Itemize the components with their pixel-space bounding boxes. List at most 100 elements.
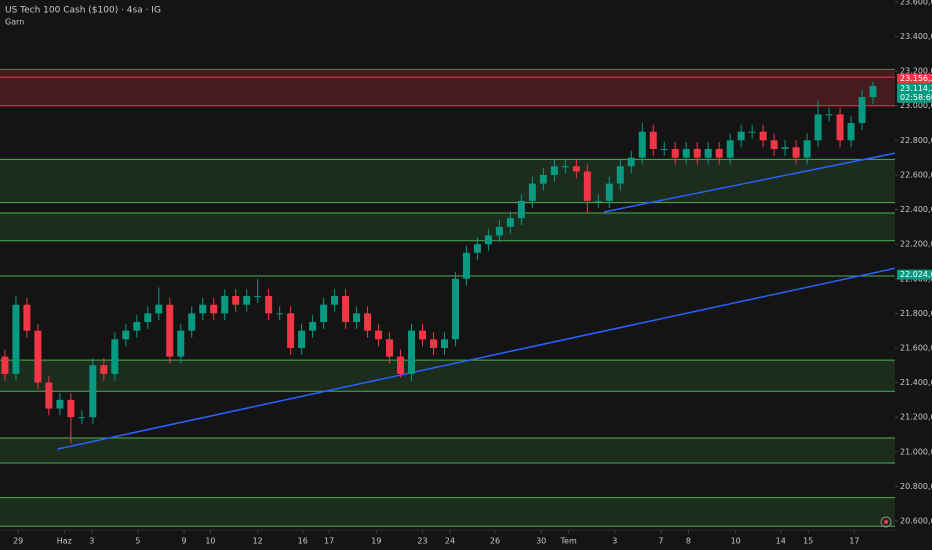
y-tick-label: 22.200,0 — [900, 240, 932, 249]
candle-body — [660, 148, 668, 150]
candle-body — [682, 148, 690, 158]
candle-body — [210, 304, 218, 314]
support-zone — [0, 497, 895, 527]
chart-subtitle: Garn — [5, 18, 24, 27]
candle-body — [287, 313, 295, 348]
x-tick-label: Haz — [57, 537, 72, 546]
candle-body — [34, 330, 42, 383]
y-tick-label: 21.600,0 — [900, 343, 932, 352]
y-tick-label: 22.800,0 — [900, 136, 932, 145]
candle-body — [462, 252, 470, 279]
candle-body — [276, 313, 284, 315]
candle-body — [67, 399, 75, 418]
candle-body — [342, 296, 350, 323]
candle-body — [473, 244, 481, 253]
candle-body — [836, 114, 844, 141]
candle-body — [715, 148, 723, 158]
candle-body — [199, 304, 207, 314]
candle-body — [858, 97, 866, 124]
candle-body — [770, 140, 778, 149]
candle-body — [45, 382, 53, 409]
candle-body — [298, 330, 306, 348]
candle-body — [627, 157, 635, 167]
price-tag-label: 23.114,2 — [900, 84, 932, 93]
plot-area — [0, 68, 895, 527]
price-tag-label: 22.024,0 — [900, 270, 932, 279]
candle-body — [825, 114, 833, 116]
candle-body — [550, 166, 558, 175]
price-tag-label: 23.156,2 — [900, 74, 932, 83]
y-tick-label: 21.800,0 — [900, 309, 932, 318]
candle-body — [495, 226, 503, 236]
x-tick-label: 17 — [849, 537, 859, 546]
candle-body — [484, 235, 492, 245]
y-tick-label: 23.600,0 — [900, 0, 932, 6]
y-tick-label: 21.400,0 — [900, 378, 932, 387]
y-tick-label: 22.400,0 — [900, 205, 932, 214]
candle-body — [243, 296, 251, 305]
candle-body — [869, 85, 877, 98]
candle-body — [375, 330, 383, 340]
x-tick-label: 19 — [371, 537, 381, 546]
candle-body — [781, 147, 789, 149]
candle-body — [616, 166, 624, 184]
candle-body — [122, 330, 130, 340]
candle-body — [572, 166, 580, 172]
candle-body — [528, 183, 536, 201]
candle-body — [155, 304, 163, 314]
candle-body — [451, 278, 459, 340]
candle-body — [254, 296, 262, 298]
x-tick-label: 12 — [253, 537, 263, 546]
candle-body — [386, 339, 394, 357]
candle-body — [221, 296, 229, 314]
candle-body — [803, 140, 811, 158]
x-tick-label: Tem — [560, 537, 577, 546]
candle-body — [440, 339, 448, 348]
x-tick-label: 15 — [803, 537, 813, 546]
x-tick-label: 17 — [324, 537, 334, 546]
candle-body — [693, 148, 701, 158]
countdown-label: 02:58:60 — [900, 93, 932, 102]
x-tick-label: 26 — [490, 537, 500, 546]
x-tick-label: 3 — [612, 537, 617, 546]
candle-body — [1, 356, 9, 374]
candle-body — [748, 131, 756, 133]
candle-body — [759, 131, 767, 141]
candle-body — [561, 166, 569, 168]
x-tick-label: 30 — [536, 537, 546, 546]
price-tag — [897, 269, 932, 280]
x-tick-label: 16 — [298, 537, 308, 546]
chart-title: US Tech 100 Cash ($100) · 4sa · IG — [5, 6, 161, 16]
candle-body — [704, 148, 712, 158]
candle-body — [23, 304, 31, 331]
candle-body — [671, 148, 679, 158]
candle-body — [320, 304, 328, 323]
candle-body — [539, 174, 547, 184]
y-tick-label: 21.200,0 — [900, 413, 932, 422]
candle-body — [100, 365, 108, 374]
candle-body — [583, 171, 591, 201]
trendline — [57, 267, 895, 450]
candle-body — [56, 399, 64, 409]
candle-body — [649, 131, 657, 149]
y-tick-label: 23.400,0 — [900, 32, 932, 41]
x-tick-label: 24 — [445, 537, 455, 546]
x-tick-label: 9 — [182, 537, 187, 546]
x-tick-label: 8 — [686, 537, 691, 546]
candle-body — [12, 304, 20, 374]
candle-body — [177, 330, 185, 357]
candle-body — [78, 417, 86, 419]
candle-body — [429, 339, 437, 348]
candle-body — [726, 140, 734, 158]
y-tick-label: 20.600,0 — [900, 517, 932, 526]
y-tick-label: 22.600,0 — [900, 170, 932, 179]
x-tick-label: 23 — [417, 537, 427, 546]
resistance-zone — [0, 69, 895, 106]
candle-body — [638, 131, 646, 158]
support-zone — [0, 213, 895, 241]
candle-body — [517, 200, 525, 219]
candle-body — [111, 339, 119, 374]
x-tick-label: 10 — [731, 537, 741, 546]
candle-body — [265, 296, 273, 314]
